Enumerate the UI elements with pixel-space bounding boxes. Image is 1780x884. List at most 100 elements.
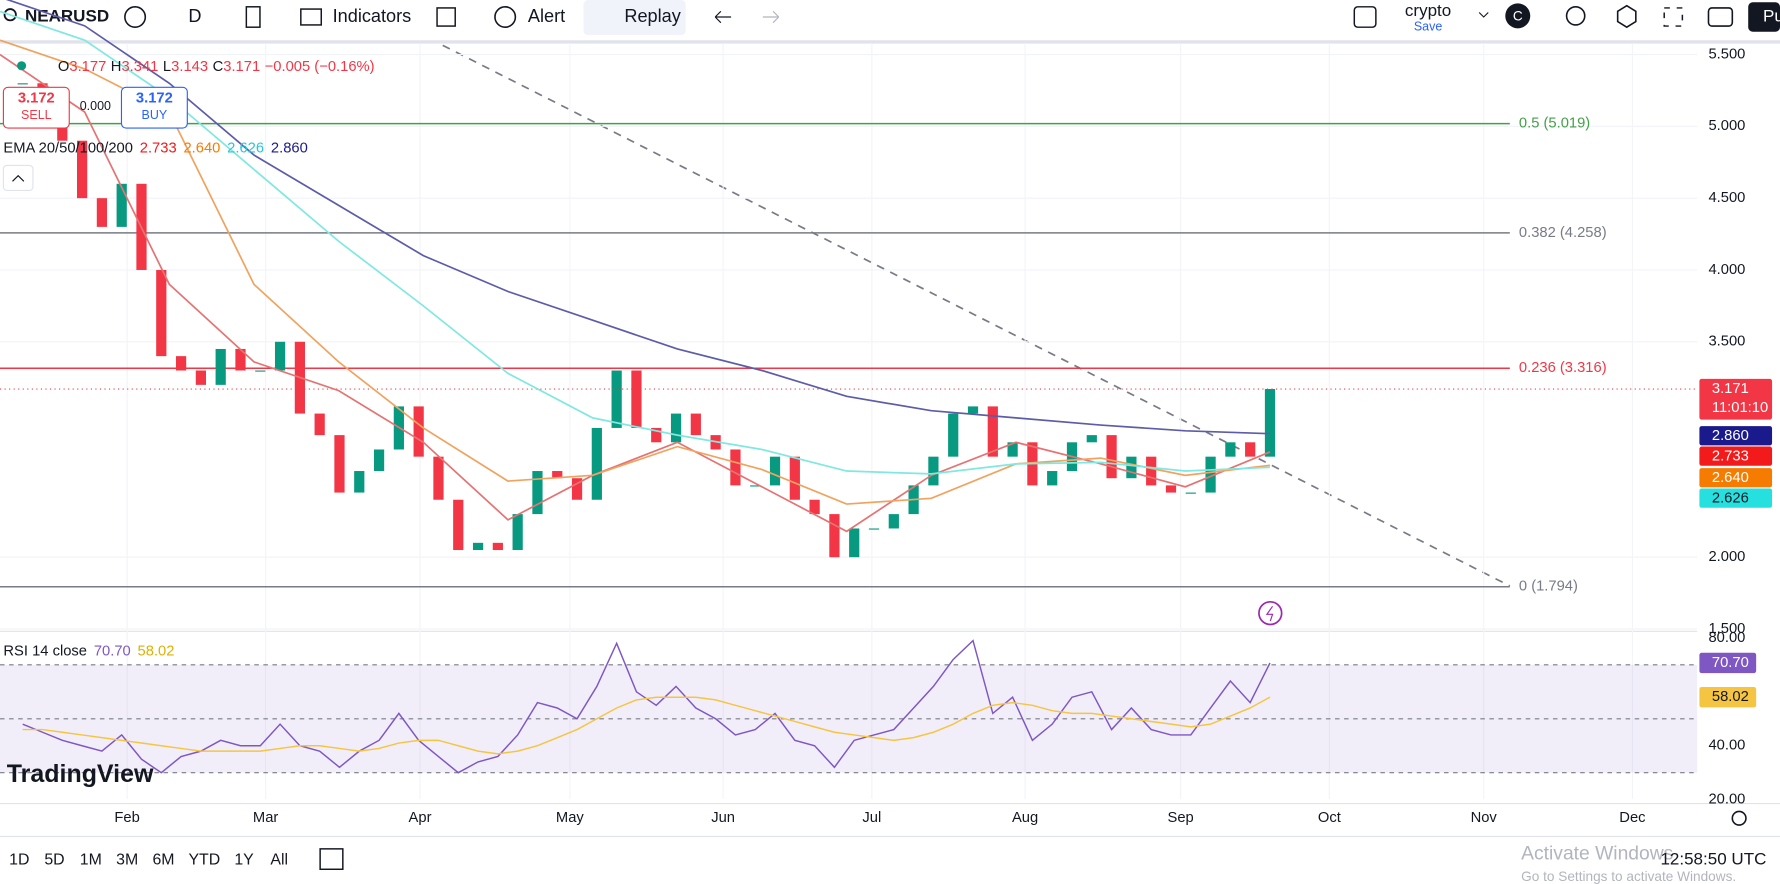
range-button[interactable]: YTD (188, 851, 220, 868)
price-tick-label: 5.000 (1708, 118, 1745, 134)
axis-settings[interactable] (1731, 810, 1747, 826)
price-label-box (1699, 446, 1773, 466)
ohlc-item: O (58, 59, 69, 75)
candle (1126, 456, 1137, 479)
indicators-icon[interactable] (300, 8, 323, 26)
dropdown[interactable] (1478, 12, 1489, 18)
candle (611, 370, 622, 428)
ema-title: EMA 20/50/100/200 (3, 140, 133, 156)
candle (829, 514, 840, 558)
watermark-sub: Go to Settings to activate Windows. (1521, 869, 1736, 884)
ema-line (5, 0, 1271, 435)
candle (1245, 442, 1256, 457)
candle (948, 413, 959, 457)
spread: 0.000 (80, 99, 111, 113)
candle (373, 449, 385, 472)
settings[interactable] (1616, 4, 1637, 29)
ema-value: 2.640 (183, 140, 220, 156)
redo[interactable] (762, 10, 780, 24)
symbol[interactable]: NEARUSD (25, 7, 109, 26)
rsi-legend: RSI 14 close 70.70 58.02 (3, 644, 174, 660)
candle (769, 456, 781, 486)
search-icon[interactable] (3, 8, 17, 22)
time-label: Apr (409, 810, 432, 826)
candle (868, 528, 880, 530)
rsi-line (22, 696, 1271, 755)
rsi-title: RSI 14 close (3, 644, 87, 660)
buy-button[interactable] (120, 86, 188, 129)
candle (1106, 435, 1117, 479)
candle (76, 140, 88, 199)
price-tick-label: 1.500 (1708, 621, 1745, 637)
ohlc-item: C (213, 59, 224, 75)
date-range-icon[interactable] (319, 848, 344, 871)
price-label: 2.626 (1712, 491, 1749, 507)
candle (433, 456, 444, 500)
candle (670, 413, 682, 443)
quick-search[interactable] (1565, 6, 1586, 26)
candle (849, 528, 860, 558)
range-button[interactable]: 3M (116, 851, 138, 868)
save[interactable]: Save (1414, 20, 1443, 34)
candle (888, 514, 899, 529)
alert-icon[interactable] (494, 6, 517, 28)
fullscreen[interactable] (1663, 7, 1684, 27)
interval[interactable]: D (188, 6, 201, 26)
candle (750, 485, 761, 487)
rsi-tick-label: 40.00 (1708, 738, 1745, 754)
price-tick-label: 2.000 (1708, 549, 1745, 565)
candle (789, 456, 800, 500)
candle (156, 269, 167, 357)
candle (651, 427, 662, 443)
publish-button[interactable] (1748, 2, 1780, 32)
fib-label: 0.236 (3.316) (1519, 360, 1607, 376)
chart-type[interactable] (245, 6, 261, 28)
rsi-value: 58.02 (138, 644, 175, 660)
add-symbol[interactable] (124, 6, 147, 28)
time-label: May (556, 810, 584, 826)
price-label-box (1699, 378, 1773, 420)
price-label: 3.171 (1712, 381, 1749, 397)
candle (116, 183, 127, 227)
range-button[interactable]: 5D (44, 851, 64, 868)
trend-line (442, 44, 1511, 587)
alert[interactable]: Alert (528, 6, 565, 26)
bottom-bar: Activate Windows Go to Settings to activ… (9, 844, 1766, 884)
time-label: Jul (862, 810, 881, 826)
replay-button[interactable] (583, 0, 686, 36)
avatar-circle[interactable] (1505, 3, 1531, 29)
candle (453, 499, 464, 551)
range-button[interactable]: All (270, 851, 288, 868)
candle (512, 514, 523, 551)
price-label: 2.860 (1712, 428, 1749, 444)
countdown: 11:01:10 (1712, 400, 1768, 416)
range-button[interactable]: 6M (152, 851, 174, 868)
time-label: Aug (1012, 810, 1038, 826)
candle (987, 406, 998, 457)
sell-button[interactable] (2, 86, 70, 129)
templates[interactable] (436, 7, 456, 27)
sell-label: SELL (21, 108, 52, 122)
layout-name[interactable]: crypto (1405, 1, 1451, 20)
range-button[interactable]: 1Y (234, 851, 254, 868)
snapshot[interactable] (1707, 7, 1734, 27)
candle (552, 471, 563, 479)
candle (235, 348, 246, 371)
rsi-value: 70.70 (94, 644, 131, 660)
replay[interactable]: Replay (624, 6, 681, 26)
candle (314, 413, 325, 436)
candle (17, 83, 28, 85)
time-label: Feb (114, 810, 139, 826)
range-button[interactable]: 1D (9, 851, 29, 868)
collapse-legend[interactable] (2, 164, 34, 191)
ohlc-item: 3.143 (171, 59, 208, 75)
layout-icon[interactable] (1353, 6, 1377, 28)
fib-label: 0.382 (4.258) (1519, 225, 1607, 241)
event-icon[interactable] (1258, 600, 1283, 626)
fib-label: 0.5 (5.019) (1519, 116, 1590, 132)
range-button[interactable]: 1M (80, 851, 102, 868)
ohlc-item: 3.171 (223, 59, 260, 75)
undo[interactable] (714, 10, 732, 24)
price-tick-label: 4.000 (1708, 262, 1745, 278)
indicators[interactable]: Indicators (333, 6, 412, 26)
